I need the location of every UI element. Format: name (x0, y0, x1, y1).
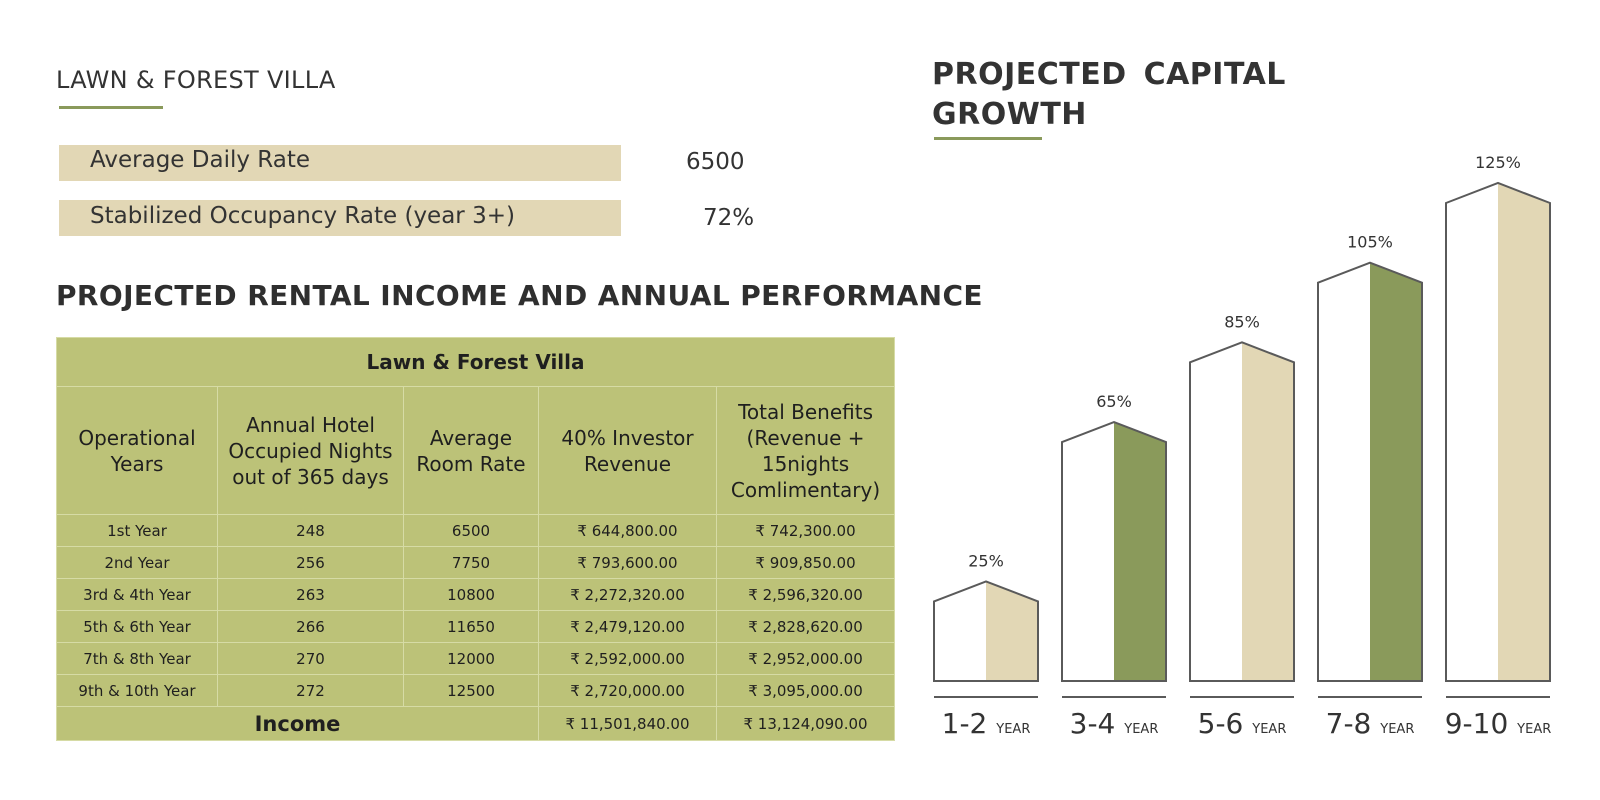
category-label: 3-4 YEAR (1070, 707, 1159, 740)
chart-title-underline (934, 137, 1042, 140)
bar-value-label: 105% (1347, 233, 1393, 252)
bar (1445, 181, 1551, 682)
category-label: 7-8 YEAR (1326, 707, 1415, 740)
occupancy-rate-label: Stabilized Occupancy Rate (year 3+) (90, 203, 515, 229)
bar-accent-half (1498, 183, 1550, 681)
performance-table: Lawn & Forest Villa Operational Years An… (55, 337, 896, 741)
cell-rate: 12000 (403, 642, 539, 675)
cell-revenue: ₹ 793,600.00 (538, 546, 717, 579)
bar-accent-half (1114, 422, 1166, 681)
bar (1317, 261, 1423, 682)
occupancy-rate-value: 72% (703, 205, 755, 231)
table-row: 2nd Year 256 7750 ₹ 793,600.00 ₹ 909,850… (56, 546, 896, 579)
table-row: 9th & 10th Year 272 12500 ₹ 2,720,000.00… (56, 674, 896, 707)
header-investor-revenue: 40% Investor Revenue (538, 386, 717, 515)
table-row: 1st Year 248 6500 ₹ 644,800.00 ₹ 742,300… (56, 514, 896, 547)
cell-nights: 256 (217, 546, 404, 579)
category-label: 5-6 YEAR (1198, 707, 1287, 740)
header-occupied-nights: Annual Hotel Occupied Nights out of 365 … (217, 386, 404, 515)
bar-value-label: 25% (968, 551, 1004, 570)
cell-revenue: ₹ 2,479,120.00 (538, 610, 717, 643)
cell-benefits: ₹ 909,850.00 (715, 546, 896, 579)
cell-revenue: ₹ 644,800.00 (538, 514, 717, 547)
income-benefits: ₹ 13,124,090.00 (715, 706, 896, 741)
income-revenue: ₹ 11,501,840.00 (538, 706, 717, 741)
bar-value-label: 85% (1224, 312, 1260, 331)
occupancy-rate-bar (59, 200, 621, 236)
cell-years: 2nd Year (56, 546, 218, 579)
table-title: Lawn & Forest Villa (55, 337, 896, 387)
bar-accent-half (986, 581, 1038, 681)
cell-revenue: ₹ 2,720,000.00 (538, 674, 717, 707)
cell-benefits: ₹ 3,095,000.00 (715, 674, 896, 707)
bar (1061, 420, 1167, 682)
header-total-benefits: Total Benefits (Revenue + 15nights Comli… (715, 386, 896, 515)
bar-value-label: 65% (1096, 392, 1132, 411)
bar (933, 580, 1039, 682)
villa-title: LAWN & FOREST VILLA (56, 66, 336, 94)
cell-years: 7th & 8th Year (56, 642, 218, 675)
average-daily-rate-label: Average Daily Rate (90, 147, 311, 173)
bar-accent-half (1370, 262, 1422, 681)
income-label: Income (56, 706, 539, 741)
section-title: PROJECTED RENTAL INCOME AND ANNUAL PERFO… (56, 279, 983, 312)
income-row: Income ₹ 11,501,840.00 ₹ 13,124,090.00 (56, 706, 896, 741)
header-operational-years: Operational Years (56, 386, 218, 515)
category-label: 9-10 YEAR (1445, 707, 1552, 740)
cell-benefits: ₹ 2,952,000.00 (715, 642, 896, 675)
cell-benefits: ₹ 742,300.00 (715, 514, 896, 547)
cell-years: 3rd & 4th Year (56, 578, 218, 611)
category-label: 1-2 YEAR (942, 707, 1031, 740)
cell-rate: 11650 (403, 610, 539, 643)
cell-benefits: ₹ 2,828,620.00 (715, 610, 896, 643)
cell-rate: 12500 (403, 674, 539, 707)
villa-title-underline (59, 106, 163, 109)
chart-title: PROJECTED CAPITAL GROWTH (932, 57, 1286, 132)
bar (1189, 341, 1295, 682)
bar-accent-half (1242, 342, 1294, 681)
average-daily-rate-value: 6500 (686, 149, 745, 175)
bar-value-label: 125% (1475, 153, 1521, 172)
table-row: 3rd & 4th Year 263 10800 ₹ 2,272,320.00 … (56, 578, 896, 611)
average-daily-rate-bar (59, 145, 621, 181)
header-average-room-rate: Average Room Rate (403, 386, 539, 515)
table-row: 5th & 6th Year 266 11650 ₹ 2,479,120.00 … (56, 610, 896, 643)
